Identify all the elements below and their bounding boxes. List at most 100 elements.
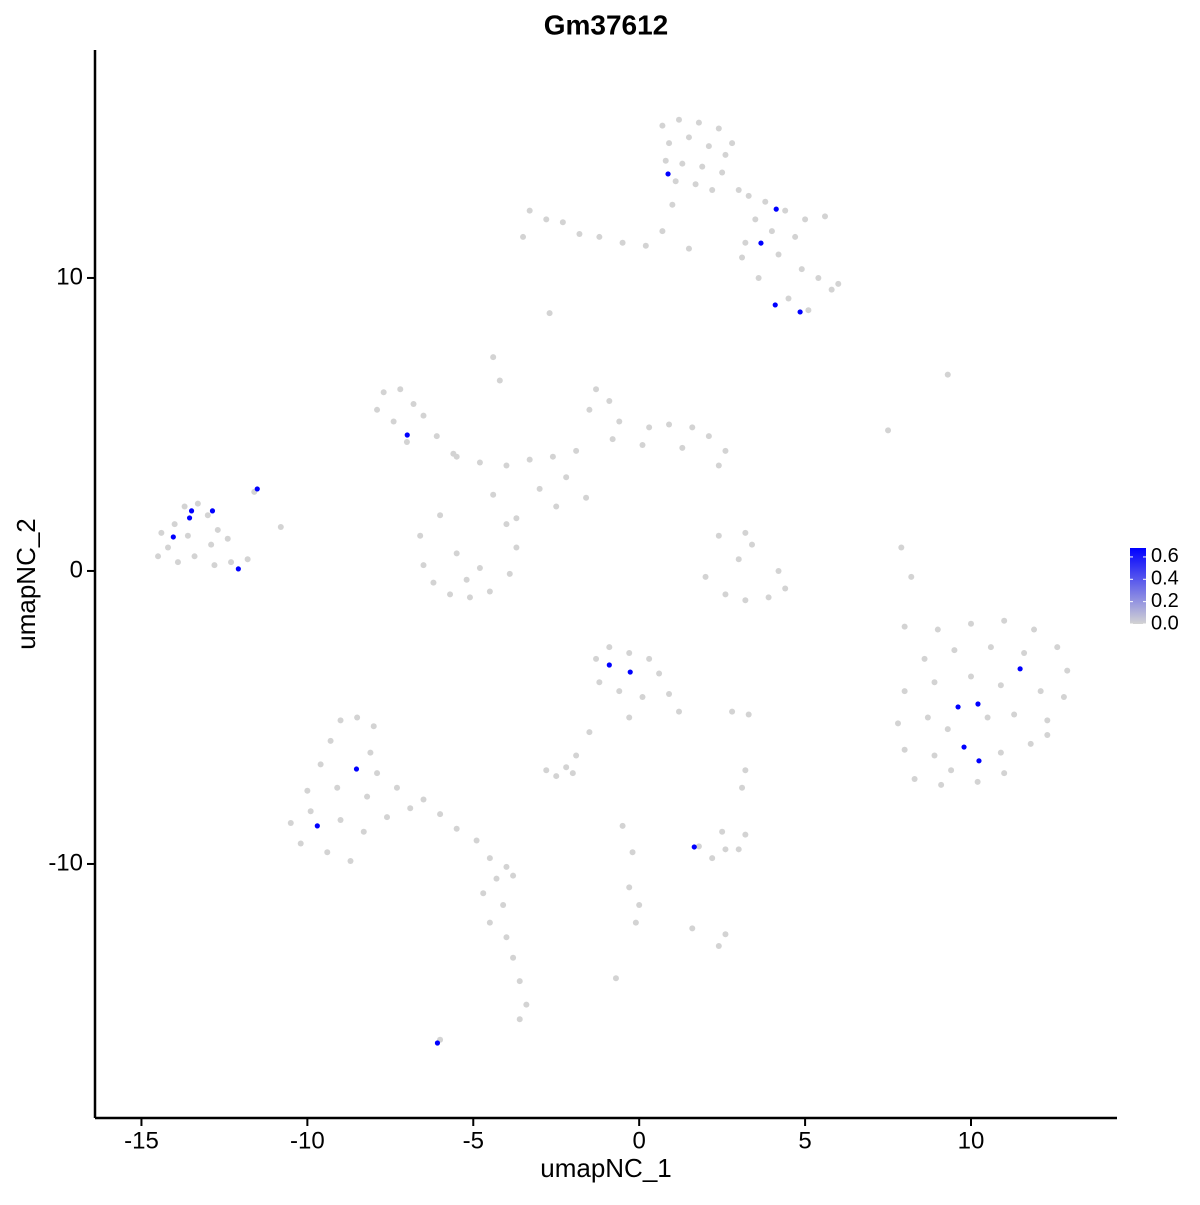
point [553,773,560,780]
point [1044,717,1051,724]
point [1001,617,1008,624]
point [722,846,729,853]
point [739,784,746,791]
point [1027,740,1034,747]
point [174,559,181,566]
point [629,849,636,856]
point [705,433,712,440]
point [987,644,994,651]
point [606,662,612,668]
point [191,553,198,560]
point [715,125,722,132]
point [665,171,671,177]
point [228,559,235,566]
point [503,863,510,870]
point [627,669,633,675]
point [516,978,523,985]
point [715,943,722,950]
point [606,644,613,651]
point [513,544,520,551]
point [563,474,570,481]
point [938,781,945,788]
point [742,529,749,536]
point [553,503,560,510]
point [768,228,775,235]
point [503,462,510,469]
point [662,157,669,164]
x-tick-label: 5 [798,1127,811,1154]
point [609,436,616,443]
point [646,424,653,431]
point [772,302,778,308]
point [490,491,497,498]
point [815,274,822,281]
point [420,796,427,803]
point [709,855,716,862]
x-tick-label: -15 [124,1127,159,1154]
point [702,573,709,580]
point [354,714,361,721]
point [370,723,377,730]
point [639,693,646,700]
point [722,591,729,598]
point [314,823,320,829]
point [901,688,908,695]
point [739,254,746,261]
point [669,201,676,208]
point [762,198,769,205]
x-axis-label: umapNC_1 [540,1153,672,1183]
colorbar-label: 0.2 [1151,590,1179,612]
point [486,588,493,595]
point [616,418,623,425]
point [612,975,619,982]
point [403,439,410,446]
point [742,831,749,838]
point [828,286,835,293]
y-axis-label: umapNC_2 [11,518,41,650]
point [1044,732,1051,739]
point [619,822,626,829]
point [526,207,533,214]
point [656,670,663,677]
point [569,770,576,777]
point [901,746,908,753]
point [695,119,702,126]
point [188,508,195,514]
point [672,178,679,185]
point [1060,693,1067,700]
point [775,567,782,574]
y-tick-label: 10 [56,263,83,290]
point [1031,626,1038,633]
point [596,679,603,686]
x-tick-label: 0 [633,1127,646,1154]
point [516,1016,523,1023]
point [616,688,623,695]
point [337,817,344,824]
point [911,775,918,782]
point [486,919,493,926]
point [722,151,729,158]
point [775,251,782,258]
point [513,515,520,522]
point [374,770,381,777]
point [576,231,583,238]
point [317,761,324,768]
point [1054,644,1061,651]
point [543,216,550,223]
point [337,717,344,724]
point [417,532,424,539]
point [1064,667,1071,674]
point [170,534,176,540]
point [437,512,444,519]
point [549,453,556,460]
point [931,679,938,686]
point [719,828,726,835]
colorbar-label: 0.0 [1151,612,1179,634]
point [208,541,215,548]
point [944,371,951,378]
x-tick-label: -10 [290,1127,325,1154]
point [626,650,633,657]
point [390,418,397,425]
x-tick-label: -5 [463,1127,484,1154]
point [287,819,294,826]
